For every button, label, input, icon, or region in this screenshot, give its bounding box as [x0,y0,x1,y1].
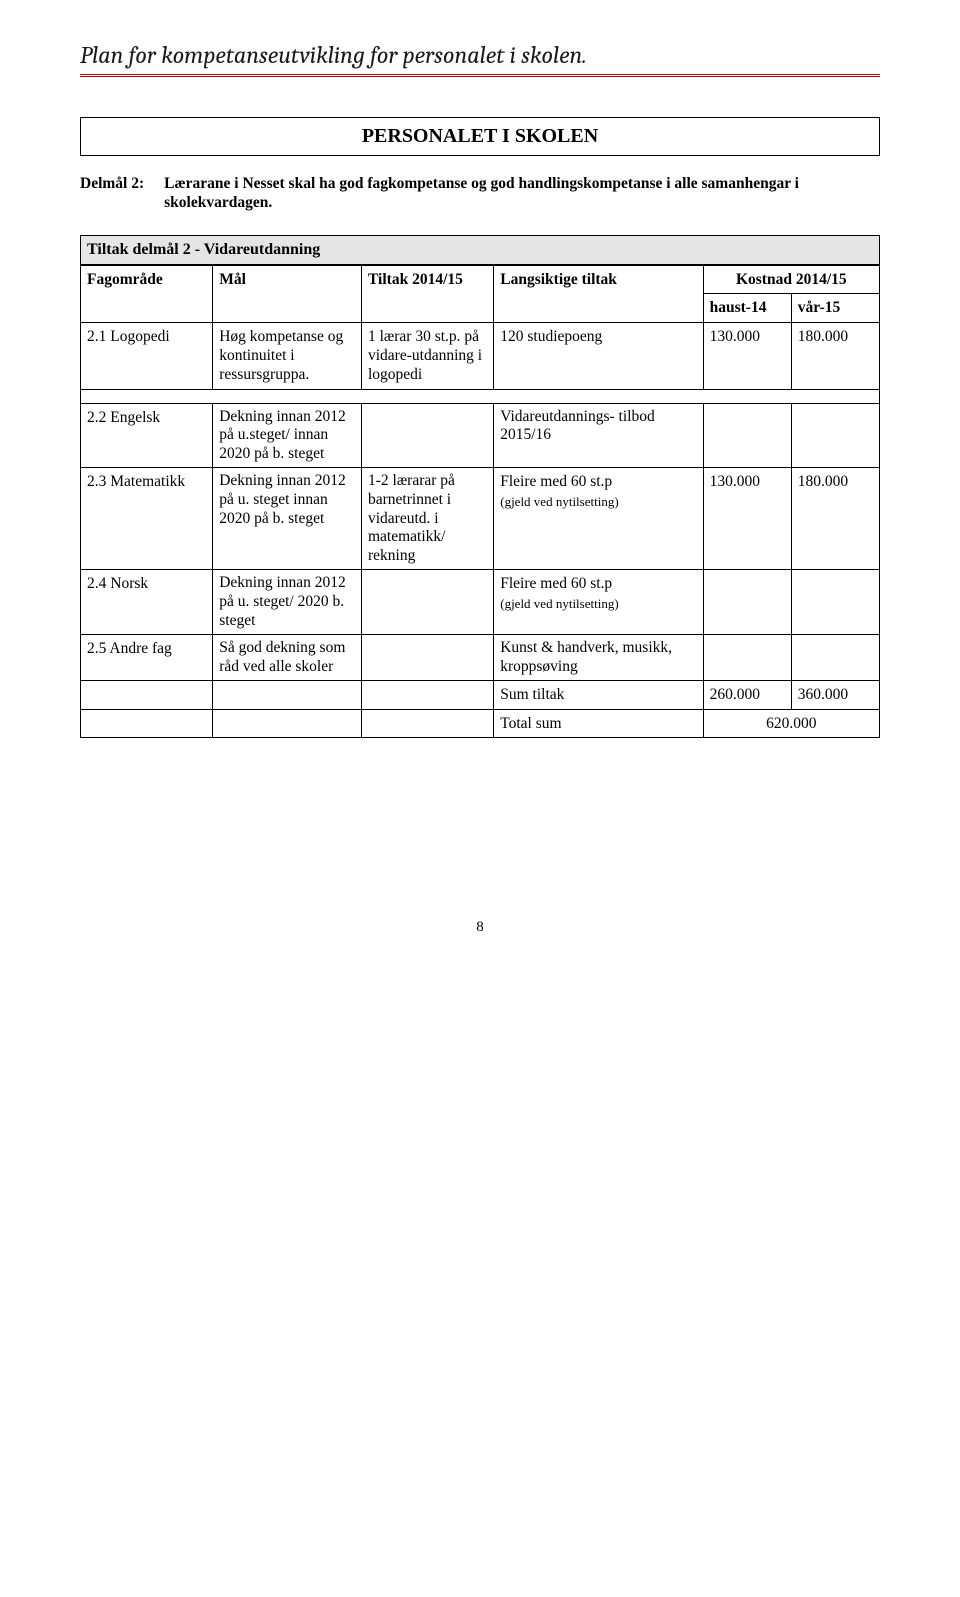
table-row: 2.1 Logopedi Høg kompetanse og kontinuit… [81,322,880,389]
delmal-text: Lærarane i Nesset skal ha god fagkompeta… [164,174,880,213]
page-number: 8 [80,918,880,937]
cell-empty [362,681,494,709]
tiltak-table: Fagområde Mål Tiltak 2014/15 Langsiktige… [80,265,880,738]
cell-empty [362,709,494,737]
table-row: 2.3 Matematikk Dekning innan 2012 på u. … [81,468,880,570]
table-sum-row: Sum tiltak 260.000 360.000 [81,681,880,709]
cell-tiltak [362,635,494,681]
cell-mal: Dekning innan 2012 på u. steget innan 20… [213,468,362,570]
cell-fag: 2.2 Engelsk [81,403,213,468]
cell-lang: 120 studiepoeng [494,322,703,389]
cell-tiltak: 1-2 lærarar på barnetrinnet i vidareutd.… [362,468,494,570]
cell-mal: Så god dekning som råd ved alle skoler [213,635,362,681]
cell-var [791,570,879,635]
cell-tiltak: 1 lærar 30 st.p. på vidare-utdanning i l… [362,322,494,389]
th-mal: Mål [213,265,362,322]
page-header-title: Plan for kompetanseutvikling for persona… [80,40,880,70]
th-fagomrade: Fagområde [81,265,213,322]
cell-tiltak [362,570,494,635]
section-title: PERSONALET I SKOLEN [80,117,880,156]
cell-empty [213,709,362,737]
cell-mal: Dekning innan 2012 på u.steget/ innan 20… [213,403,362,468]
table-header-row: Fagområde Mål Tiltak 2014/15 Langsiktige… [81,265,880,293]
cell-total-label: Total sum [494,709,703,737]
cell-mal: Dekning innan 2012 på u. steget/ 2020 b.… [213,570,362,635]
cell-empty [81,681,213,709]
cell-fag: 2.3 Matematikk [81,468,213,570]
delmal-block: Delmål 2: Lærarane i Nesset skal ha god … [80,174,880,213]
cell-empty [213,681,362,709]
cell-empty [81,709,213,737]
cell-sum-label: Sum tiltak [494,681,703,709]
th-var: vår-15 [791,294,879,322]
cell-var [791,403,879,468]
cell-lang: Vidareutdannings- tilbod 2015/16 [494,403,703,468]
table-row: 2.2 Engelsk Dekning innan 2012 på u.steg… [81,403,880,468]
cell-lang: Fleire med 60 st.p (gjeld ved nytilsetti… [494,570,703,635]
cell-tiltak [362,403,494,468]
cell-haust [703,570,791,635]
cell-lang: Kunst & handverk, musikk, kroppsøving [494,635,703,681]
table-row: 2.4 Norsk Dekning innan 2012 på u. stege… [81,570,880,635]
table-spacer-row [81,389,880,403]
th-haust: haust-14 [703,294,791,322]
cell-total-val: 620.000 [703,709,879,737]
cell-haust [703,635,791,681]
cell-lang-note: (gjeld ved nytilsetting) [500,596,618,611]
th-langsiktige: Langsiktige tiltak [494,265,703,322]
cell-var: 180.000 [791,468,879,570]
subtitle-row: Tiltak delmål 2 - Vidareutdanning [80,235,880,265]
cell-haust [703,403,791,468]
cell-fag: 2.5 Andre fag [81,635,213,681]
cell-haust: 130.000 [703,468,791,570]
table-row: 2.5 Andre fag Så god dekning som råd ved… [81,635,880,681]
cell-sum-haust: 260.000 [703,681,791,709]
th-tiltak: Tiltak 2014/15 [362,265,494,322]
page-header: Plan for kompetanseutvikling for persona… [80,40,880,77]
cell-fag: 2.1 Logopedi [81,322,213,389]
cell-lang: Fleire med 60 st.p (gjeld ved nytilsetti… [494,468,703,570]
cell-fag: 2.4 Norsk [81,570,213,635]
cell-lang-note: (gjeld ved nytilsetting) [500,494,618,509]
cell-mal: Høg kompetanse og kontinuitet i ressursg… [213,322,362,389]
table-total-row: Total sum 620.000 [81,709,880,737]
th-kostnad: Kostnad 2014/15 [703,265,879,293]
cell-haust: 130.000 [703,322,791,389]
delmal-label: Delmål 2: [80,174,144,213]
cell-var [791,635,879,681]
cell-lang-text: Fleire med 60 st.p [500,575,612,592]
cell-var: 180.000 [791,322,879,389]
cell-sum-var: 360.000 [791,681,879,709]
cell-lang-text: Fleire med 60 st.p [500,473,612,490]
